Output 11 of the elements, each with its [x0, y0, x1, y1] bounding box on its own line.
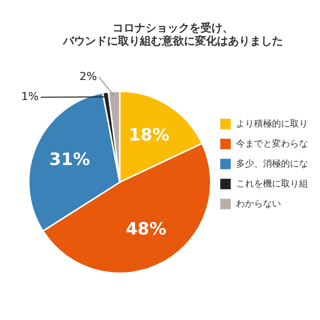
legend-label: より積極的に取り: [236, 118, 308, 130]
data-label: 18%: [128, 126, 170, 146]
data-label: 31%: [49, 150, 90, 170]
legend-label: わからない: [236, 199, 281, 210]
legend-label: 今までと変わらな: [236, 138, 308, 150]
legend-label: これを機に取り組: [236, 178, 308, 190]
chart-title: コロナショックを受け、バウンドに取り組む意欲に変化はありました: [62, 21, 283, 48]
data-label: 48%: [126, 219, 166, 240]
legend-label: 多少、消極的にな: [236, 158, 308, 170]
data-label: 1%: [21, 90, 39, 104]
data-label: 2%: [80, 70, 97, 84]
